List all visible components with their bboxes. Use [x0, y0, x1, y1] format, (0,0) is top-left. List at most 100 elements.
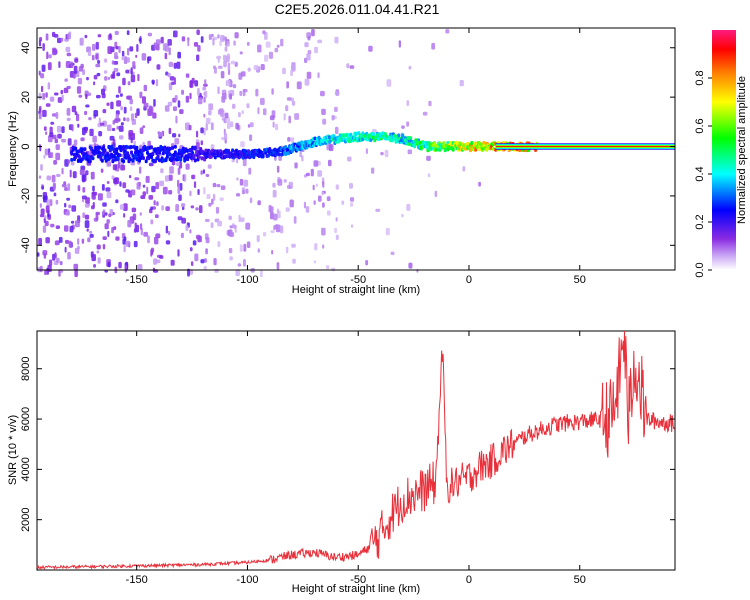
- spectrogram-ridge-cell: [213, 155, 217, 160]
- spectrogram-noise-cell: [219, 197, 224, 201]
- spectrogram-noise-cell: [229, 256, 233, 261]
- spectrogram-noise-cell: [148, 195, 154, 200]
- spectrogram-noise-cell: [313, 200, 316, 205]
- spectrogram-noise-cell: [86, 76, 89, 81]
- spectrogram-noise-cell: [42, 109, 47, 117]
- spectrogram-noise-cell: [260, 97, 265, 105]
- spectrogram-noise-cell: [278, 156, 282, 161]
- spectrogram-noise-cell: [158, 131, 163, 137]
- x-tick-label: 0: [466, 574, 472, 586]
- spectrogram-noise-cell: [200, 140, 203, 146]
- spectrogram-noise-cell: [84, 110, 88, 116]
- spectrogram-noise-cell: [205, 237, 210, 244]
- spectrogram-noise-cell: [117, 161, 120, 169]
- spectrogram-noise-cell: [165, 71, 169, 76]
- spectrogram-noise-cell: [93, 74, 98, 80]
- spectrogram-noise-cell: [56, 173, 61, 177]
- spectrogram-noise-cell: [326, 265, 330, 270]
- spectrogram-ridge-cell: [74, 146, 78, 151]
- spectrogram-noise-cell: [119, 93, 123, 97]
- spectrogram-noise-cell: [322, 118, 327, 125]
- spectrogram-noise-cell: [97, 34, 102, 38]
- spectrogram-noise-cell: [148, 106, 154, 114]
- spectrogram-noise-cell: [177, 100, 181, 108]
- spectrogram-ridge-cell: [427, 140, 431, 145]
- spectrogram-noise-cell: [167, 72, 171, 78]
- spectrogram-noise-cell: [125, 240, 131, 247]
- spectrogram-ridge-cell: [231, 148, 235, 153]
- spectrogram-noise-cell: [217, 241, 221, 248]
- spectrogram-noise-cell: [67, 159, 70, 164]
- spectrogram-noise-cell: [180, 232, 184, 239]
- spectrogram-noise-cell: [197, 189, 200, 195]
- spectrogram-ridge-cell: [165, 154, 169, 159]
- spectrogram-noise-cell: [194, 80, 199, 87]
- spectrogram-noise-cell: [262, 232, 267, 237]
- spectrogram-noise-cell: [67, 33, 71, 40]
- spectrogram-noise-cell: [232, 84, 237, 89]
- spectrogram-noise-cell: [137, 264, 143, 271]
- spectrogram-noise-cell: [122, 77, 126, 86]
- spectrogram-noise-cell: [321, 108, 326, 115]
- spectrogram-noise-cell: [173, 77, 176, 85]
- spectrogram-noise-cell: [187, 268, 190, 277]
- spectrogram-noise-cell: [79, 37, 84, 46]
- spectrogram-noise-cell: [55, 144, 60, 150]
- spectrogram-noise-cell: [422, 111, 428, 116]
- spectrogram-noise-cell: [291, 243, 296, 248]
- spectrogram-noise-cell: [89, 233, 94, 238]
- spectrogram-noise-cell: [320, 90, 325, 97]
- spectrogram-noise-cell: [318, 195, 322, 202]
- spectrogram-noise-cell: [294, 162, 298, 169]
- spectrogram-ridge-cell: [110, 144, 114, 149]
- spectrogram-noise-cell: [427, 173, 431, 178]
- spectrogram-noise-cell: [285, 207, 290, 212]
- spectrogram-noise-cell: [185, 163, 190, 170]
- spectrogram-noise-cell: [220, 71, 225, 79]
- spectrogram-noise-cell: [121, 56, 125, 61]
- spectrogram-noise-cell: [173, 30, 178, 38]
- spectrogram-noise-cell: [48, 152, 54, 158]
- spectrogram-noise-cell: [375, 208, 381, 212]
- spectrogram-noise-cell: [231, 158, 235, 163]
- spectrogram-noise-cell: [43, 195, 48, 203]
- spectrogram-noise-cell: [239, 178, 244, 186]
- y-tick-label: 0: [20, 143, 32, 149]
- spectrogram-noise-cell: [268, 51, 274, 59]
- spectrogram-noise-cell: [296, 81, 302, 90]
- spectrogram-noise-cell: [63, 87, 69, 94]
- spectrogram-ridge-cell: [338, 133, 342, 138]
- spectrogram-noise-cell: [53, 192, 57, 197]
- spectrogram-noise-cell: [189, 247, 193, 252]
- spectrogram-noise-cell: [242, 158, 247, 167]
- spectrogram-noise-cell: [182, 206, 185, 211]
- spectrogram-noise-cell: [51, 174, 56, 183]
- spectrogram-noise-cell: [54, 253, 57, 259]
- spectrogram-noise-cell: [243, 243, 247, 252]
- spectrogram-noise-cell: [61, 184, 67, 188]
- spectrogram-noise-cell: [242, 89, 248, 93]
- spectrogram-noise-cell: [249, 197, 253, 204]
- spectrogram-noise-cell: [40, 208, 45, 215]
- spectrogram-noise-cell: [45, 131, 48, 135]
- spectrogram-noise-cell: [321, 191, 324, 196]
- spectrogram-noise-cell: [283, 179, 287, 183]
- spectrogram-noise-cell: [291, 100, 296, 106]
- spectrogram-ridge-cell: [122, 159, 126, 164]
- spectrogram-ridge-cell: [173, 144, 177, 149]
- spectrogram-noise-cell: [43, 155, 46, 159]
- spectrogram-ridge-cell: [390, 138, 394, 143]
- spectrogram-noise-cell: [167, 101, 173, 107]
- spectrogram-noise-cell: [115, 236, 120, 241]
- spectrogram-noise-cell: [106, 102, 110, 106]
- spectrogram-noise-cell: [203, 91, 206, 96]
- spectrogram-noise-cell: [219, 40, 222, 47]
- spectrogram-noise-cell: [102, 236, 107, 240]
- spectrogram-noise-cell: [81, 198, 85, 203]
- spectrogram-noise-cell: [223, 60, 227, 68]
- spectrogram-noise-cell: [139, 166, 142, 174]
- spectrogram-noise-cell: [239, 217, 245, 222]
- spectrogram-noise-cell: [196, 130, 199, 138]
- spectrogram-noise-cell: [153, 258, 158, 265]
- spectrogram-noise-cell: [160, 168, 164, 174]
